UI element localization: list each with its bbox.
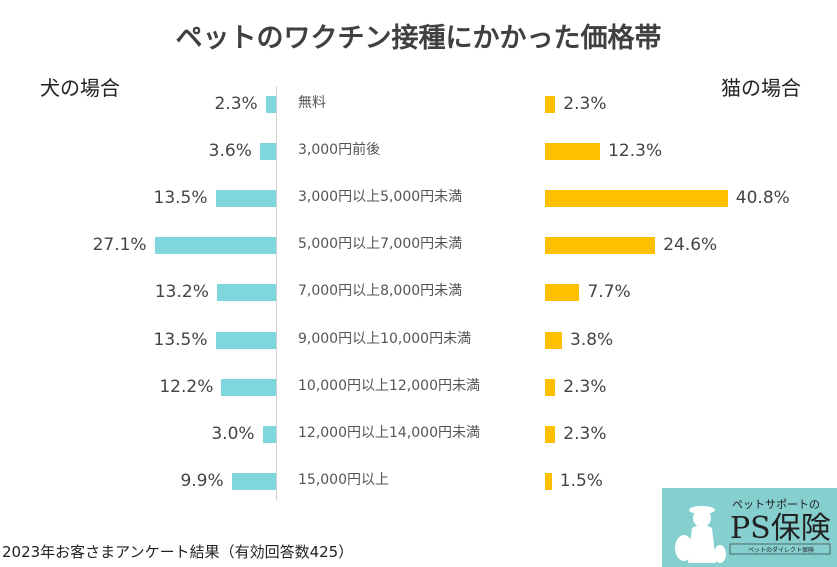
category-label: 7,000円以上8,000円未満 (298, 283, 463, 300)
cat-value-label: 7.7% (587, 282, 631, 303)
cat-value-label: 40.8% (735, 188, 790, 209)
dog-bar (221, 378, 276, 396)
cat-value-label: 2.3% (563, 423, 607, 444)
cat-bar (545, 378, 556, 396)
dog-value-label: 12.2% (159, 376, 214, 397)
category-label: 3,000円前後 (298, 142, 381, 159)
chart-title: ペットのワクチン接種にかかった価格帯 (175, 23, 662, 54)
dog-bar (259, 143, 276, 161)
cat-value-label: 12.3% (608, 141, 663, 162)
cat-value-label: 2.3% (563, 376, 607, 397)
cat-bar (545, 472, 552, 490)
cat-value-label: 2.3% (563, 94, 607, 114)
dog-value-label: 13.5% (153, 188, 208, 209)
footer-note: 2023年お客さまアンケート結果（有効回答数425） (2, 543, 354, 561)
ps-insurance-logo: ペットサポートの PS保険 ペットのダイレクト保険 (662, 488, 837, 567)
dog-value-label: 13.5% (153, 329, 208, 350)
dog-bar (231, 472, 276, 490)
cat-bar (545, 425, 556, 443)
category-label: 10,000円以上12,000円未満 (298, 377, 480, 394)
dog-bar (215, 331, 276, 349)
category-label: 15,000円以上 (298, 471, 389, 488)
category-label: 5,000円以上7,000円未満 (298, 236, 463, 253)
cat-bar (545, 190, 728, 208)
category-label: 12,000円以上14,000円未満 (298, 424, 480, 441)
category-label: 3,000円以上5,000円未満 (298, 189, 463, 206)
dog-bar (154, 237, 276, 255)
logo-top-text: ペットサポートの (732, 498, 820, 511)
cat-bar (545, 284, 580, 302)
dog-value-label: 9.9% (180, 470, 224, 491)
cat-value-label: 24.6% (663, 235, 718, 256)
dog-series-label: 犬の場合 (40, 76, 120, 100)
dog-value-label: 3.6% (208, 141, 252, 162)
dog-value-label: 27.1% (92, 235, 147, 256)
dog-bar (215, 190, 276, 208)
cat-bar (545, 331, 563, 349)
logo-main-text: PS保険 (730, 511, 831, 546)
category-label: 9,000円以上10,000円未満 (298, 330, 472, 347)
dog-bar (265, 96, 276, 113)
dog-value-label: 2.3% (214, 94, 258, 114)
cat-bar (545, 237, 656, 255)
category-label: 無料 (298, 95, 326, 111)
dog-bar (216, 284, 276, 302)
dog-value-label: 3.0% (211, 423, 255, 444)
pet-silhouette-icon: ペットサポートの PS保険 ペットのダイレクト保険 (675, 498, 831, 563)
cat-bar (545, 143, 601, 161)
cat-value-label: 1.5% (559, 470, 603, 491)
cat-value-label: 3.8% (570, 329, 614, 350)
dog-value-label: 13.2% (154, 282, 209, 303)
cat-bar (545, 96, 556, 113)
cat-series-label: 猫の場合 (721, 76, 801, 100)
center-axis-line (276, 86, 277, 500)
logo-sub-text: ペットのダイレクト保険 (748, 546, 814, 554)
dog-bar (262, 425, 276, 443)
